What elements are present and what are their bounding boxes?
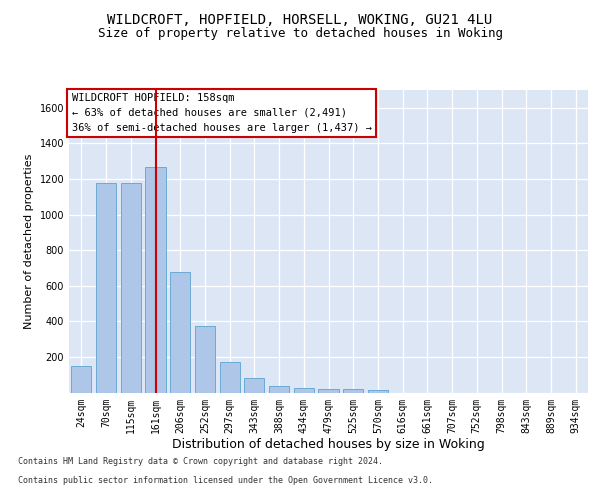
Text: Contains HM Land Registry data © Crown copyright and database right 2024.: Contains HM Land Registry data © Crown c… bbox=[18, 458, 383, 466]
Text: Contains public sector information licensed under the Open Government Licence v3: Contains public sector information licen… bbox=[18, 476, 433, 485]
Bar bbox=[71, 366, 91, 392]
Bar bbox=[319, 389, 338, 392]
Bar bbox=[293, 388, 314, 392]
Bar bbox=[368, 390, 388, 392]
Text: WILDCROFT, HOPFIELD, HORSELL, WOKING, GU21 4LU: WILDCROFT, HOPFIELD, HORSELL, WOKING, GU… bbox=[107, 12, 493, 26]
Bar bbox=[170, 272, 190, 392]
Bar bbox=[269, 386, 289, 392]
Text: WILDCROFT HOPFIELD: 158sqm
← 63% of detached houses are smaller (2,491)
36% of s: WILDCROFT HOPFIELD: 158sqm ← 63% of deta… bbox=[71, 93, 371, 132]
X-axis label: Distribution of detached houses by size in Woking: Distribution of detached houses by size … bbox=[172, 438, 485, 451]
Text: Size of property relative to detached houses in Woking: Size of property relative to detached ho… bbox=[97, 28, 503, 40]
Bar bbox=[244, 378, 265, 392]
Bar bbox=[195, 326, 215, 392]
Y-axis label: Number of detached properties: Number of detached properties bbox=[24, 154, 34, 329]
Bar bbox=[96, 184, 116, 392]
Bar bbox=[145, 168, 166, 392]
Bar bbox=[343, 389, 364, 392]
Bar bbox=[220, 362, 240, 392]
Bar bbox=[121, 184, 141, 392]
